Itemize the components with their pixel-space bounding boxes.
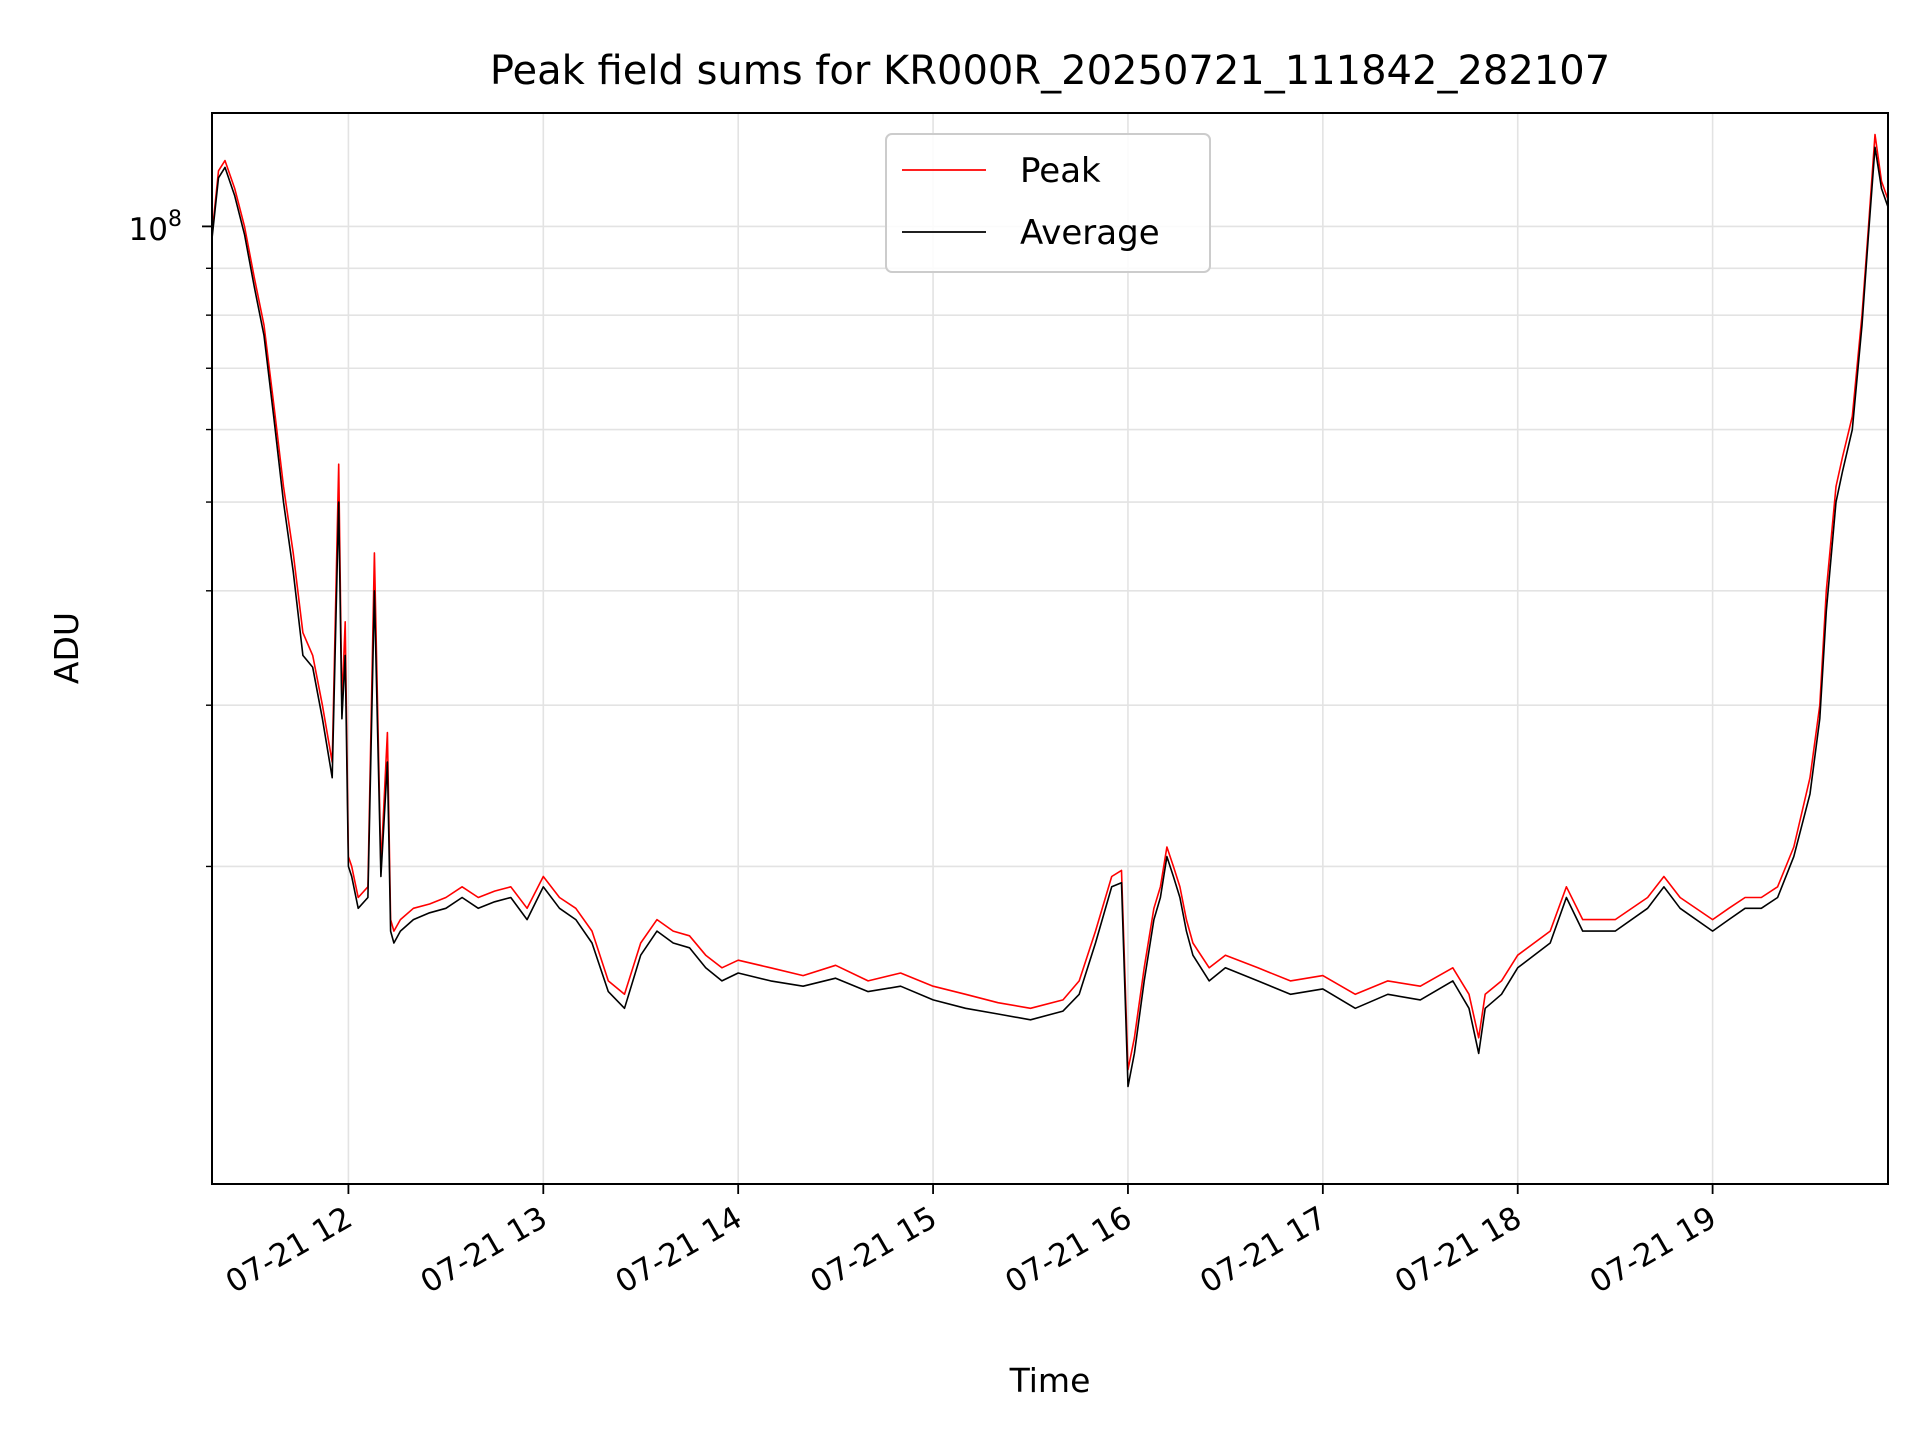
legend-label-average: Average <box>1020 213 1160 253</box>
series-line-average <box>211 146 1889 1088</box>
grid <box>212 113 1888 1184</box>
y-axis-ticks: 108 <box>129 207 212 868</box>
plot-frame <box>211 112 1889 1185</box>
legend-box <box>885 133 1211 273</box>
legend: Peak Average <box>885 133 1211 273</box>
plot-series <box>211 133 1889 1088</box>
chart-title: Peak field sums for KR000R_20250721_1118… <box>490 48 1610 94</box>
series-line-peak <box>211 133 1889 1071</box>
y-tick-label: 108 <box>129 207 182 248</box>
x-axis-label: Time <box>1009 1361 1091 1400</box>
y-axis-label: ADU <box>47 612 86 684</box>
legend-label-peak: Peak <box>1020 151 1101 191</box>
